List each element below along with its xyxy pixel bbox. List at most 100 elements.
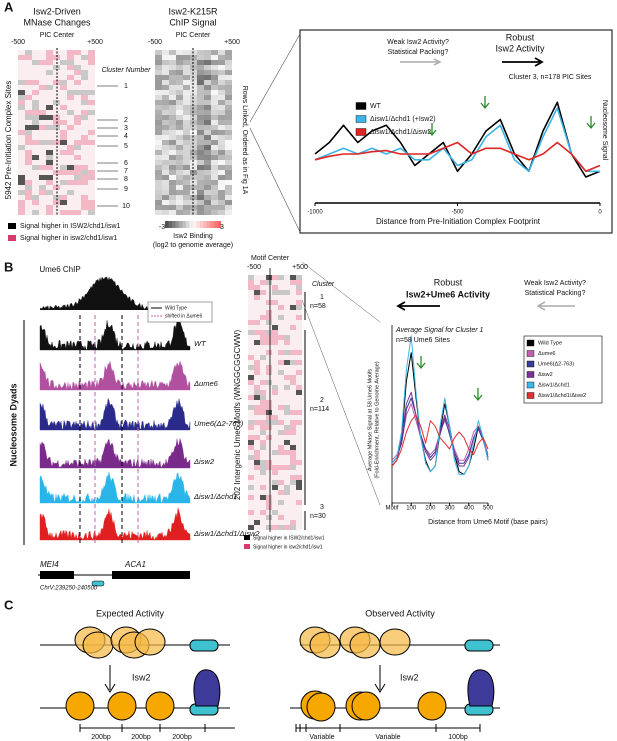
heatmap-cell — [290, 465, 296, 470]
linked-label: Rows Linked, Ordered as in Fig 1A — [241, 86, 248, 195]
colorbar-cell — [189, 221, 194, 228]
heatmap-cell — [248, 485, 254, 490]
heatmap-cell — [74, 150, 81, 155]
heatmap-cell — [278, 450, 284, 455]
heatmap-cell — [272, 325, 278, 330]
heatmap-cell — [18, 190, 25, 195]
heatmap-cell — [284, 340, 290, 345]
heatmap-cell — [296, 485, 302, 490]
heatmap-cell — [272, 470, 278, 475]
heatmap-cell — [88, 85, 95, 90]
heatmap-cell — [296, 360, 302, 365]
heatmap-cell — [278, 360, 284, 365]
heatmap-cell — [32, 150, 39, 155]
heatmap-cell — [266, 325, 272, 330]
heatmap-cell — [176, 145, 183, 150]
heatmap-cell — [197, 195, 204, 200]
heatmap-cell — [296, 525, 302, 530]
cluster-label: 6 — [124, 160, 128, 167]
heatmap-cell — [197, 115, 204, 120]
heatmap-cell — [88, 105, 95, 110]
heatmap-cell — [67, 55, 74, 60]
legend-swatch — [244, 535, 250, 540]
heatmap-cell — [60, 60, 67, 65]
arrow-head — [536, 301, 546, 311]
heatmap-cell — [254, 330, 260, 335]
heatmap-cell — [296, 415, 302, 420]
section-title: Observed Activity — [365, 608, 435, 618]
heatmap-cell — [278, 510, 284, 515]
x-tick-label: 0 — [598, 210, 602, 216]
legend-label: Δisw2 — [538, 372, 553, 378]
heatmap-cell — [290, 410, 296, 415]
heatmap-cell — [225, 190, 232, 195]
heatmap-cell — [284, 365, 290, 370]
heatmap-cell — [162, 180, 169, 185]
heatmap-cell — [225, 55, 232, 60]
heatmap-cell — [272, 355, 278, 360]
heatmap-cell — [60, 190, 67, 195]
heatmap-cell — [284, 520, 290, 525]
heatmap-cell — [278, 375, 284, 380]
heatmap-cell — [32, 140, 39, 145]
heatmap-cell — [32, 115, 39, 120]
legend-swatch — [526, 339, 535, 347]
heatmap-cell — [211, 110, 218, 115]
heatmap-cell — [183, 170, 190, 175]
heatmap-cell — [254, 440, 260, 445]
heatmap-cell — [25, 110, 32, 115]
heatmap-cell — [254, 490, 260, 495]
heatmap-cell — [278, 320, 284, 325]
heatmap-cell — [278, 345, 284, 350]
heatmap-cell — [88, 125, 95, 130]
heatmap-cell — [218, 70, 225, 75]
heatmap-cell — [218, 120, 225, 125]
heatmap-cell — [260, 385, 266, 390]
heatmap-cell — [296, 330, 302, 335]
heatmap-cell — [39, 185, 46, 190]
heatmap-cell — [218, 60, 225, 65]
heatmap-cell — [155, 150, 162, 155]
heatmap-cell — [260, 345, 266, 350]
legend-label: Δisw1/Δchd1 (+Isw2) — [370, 116, 436, 123]
heatmap-cell — [260, 335, 266, 340]
heatmap-cell — [204, 205, 211, 210]
heatmap-cell — [197, 185, 204, 190]
heatmap-cell — [225, 85, 232, 90]
heatmap-cell — [169, 70, 176, 75]
heatmap-cell — [183, 55, 190, 60]
heatmap-cell — [284, 275, 290, 280]
heatmap-cell — [278, 495, 284, 500]
heatmap-cell — [176, 190, 183, 195]
heatmap-cell — [248, 435, 254, 440]
heatmap-cell — [67, 180, 74, 185]
heatmap-cell — [67, 110, 74, 115]
heatmap-cell — [46, 110, 53, 115]
heatmap-cell — [225, 180, 232, 185]
heatmap-cell — [272, 295, 278, 300]
heatmap-cell — [260, 495, 266, 500]
heatmap-cell — [88, 185, 95, 190]
heatmap-cell — [162, 110, 169, 115]
heatmap-cell — [254, 380, 260, 385]
heatmap-cell — [46, 90, 53, 95]
heatmap-cell — [176, 75, 183, 80]
track-label: Ume6(Δ2-763) — [194, 419, 244, 428]
heatmap-cell — [81, 175, 88, 180]
heatmap-cell — [32, 55, 39, 60]
heatmap-cell — [296, 375, 302, 380]
heatmap-cell — [60, 90, 67, 95]
heatmap-cell — [296, 490, 302, 495]
heatmap-cell — [67, 160, 74, 165]
heatmap-cell — [284, 525, 290, 530]
heatmap-cell — [25, 185, 32, 190]
heatmap-cell — [46, 80, 53, 85]
heatmap-cell — [155, 180, 162, 185]
heatmap-cell — [211, 150, 218, 155]
heatmap-cell — [266, 445, 272, 450]
heatmap-cell — [290, 525, 296, 530]
heatmap-cell — [74, 50, 81, 55]
heatmap-cell — [25, 190, 32, 195]
heatmap — [248, 275, 302, 530]
heatmap-cell — [272, 525, 278, 530]
